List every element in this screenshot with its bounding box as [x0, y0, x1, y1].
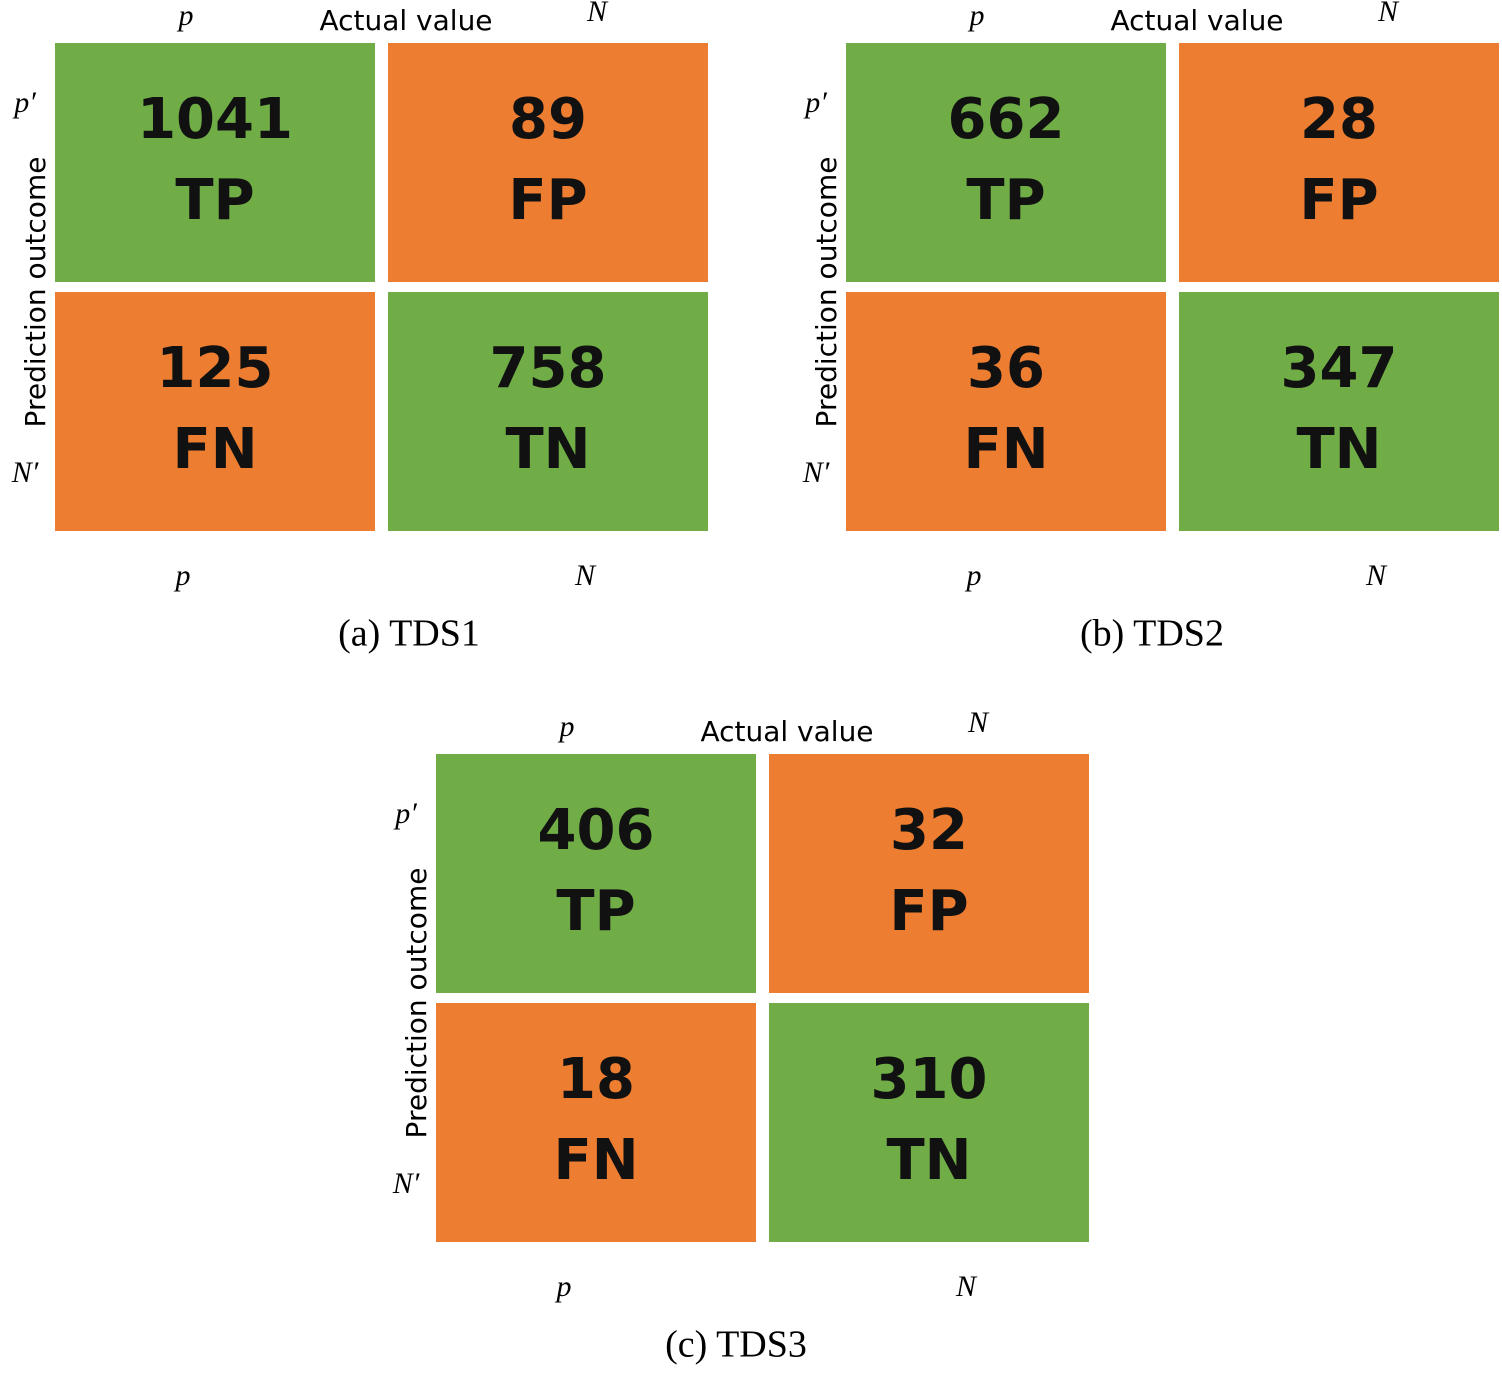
cell-label: FP: [889, 879, 968, 944]
predicted-class-label: p′: [12, 86, 36, 119]
matrix-cell: [388, 43, 708, 282]
actual-class-label: p: [177, 0, 194, 32]
cell-label: TP: [966, 168, 1045, 233]
predicted-class-label: N′: [802, 456, 830, 489]
matrix-cell: [436, 754, 756, 993]
panel-caption: (c) TDS3: [665, 1324, 807, 1366]
predicted-class-label: p′: [803, 86, 827, 119]
actual-class-label: N: [574, 559, 597, 592]
actual-axis-title: Actual value: [1110, 4, 1283, 37]
panel-caption: (a) TDS1: [338, 613, 480, 655]
confusion-matrix: p N Actual value p′ N′ Prediction outcome 1041…: [11, 0, 708, 592]
cell-label: FN: [172, 417, 257, 482]
matrix-cell: [1179, 43, 1499, 282]
matrix-cell: [846, 43, 1166, 282]
actual-class-label: N: [967, 706, 990, 739]
actual-class-label: N: [586, 0, 609, 28]
cell-label: TN: [1296, 417, 1381, 482]
confusion-matrix: p N Actual value p′ N′ Prediction outcome 662 T…: [802, 0, 1499, 592]
cell-count: 18: [557, 1047, 635, 1112]
cell-count: 89: [509, 87, 587, 152]
cell-count: 310: [871, 1047, 988, 1112]
cell-label: TN: [886, 1128, 971, 1193]
predicted-class-label: N′: [392, 1167, 420, 1200]
cell-label: FP: [1299, 168, 1378, 233]
actual-class-label: N: [1377, 0, 1400, 28]
predicted-class-label: p′: [393, 797, 417, 830]
matrix-cell: [769, 754, 1089, 993]
cell-count: 347: [1281, 336, 1398, 401]
cell-label: TN: [505, 417, 590, 482]
cell-label: FP: [508, 168, 587, 233]
prediction-axis-title: Prediction outcome: [810, 157, 843, 428]
matrix-cell: [1179, 292, 1499, 531]
cell-label: TP: [556, 879, 635, 944]
cell-count: 28: [1300, 87, 1378, 152]
matrix-cell: [55, 43, 375, 282]
actual-axis-title: Actual value: [700, 715, 873, 748]
cell-label: FN: [963, 417, 1048, 482]
matrix-cell: [846, 292, 1166, 531]
prediction-axis-title: Prediction outcome: [400, 868, 433, 1139]
cell-count: 758: [490, 336, 607, 401]
actual-class-label: p: [558, 710, 575, 743]
cell-count: 36: [967, 336, 1045, 401]
cell-count: 1041: [137, 87, 293, 152]
actual-axis-title: Actual value: [319, 4, 492, 37]
actual-class-label: N: [1365, 559, 1388, 592]
matrix-cell: [769, 1003, 1089, 1242]
prediction-axis-title: Prediction outcome: [19, 157, 52, 428]
cell-count: 125: [157, 336, 274, 401]
cell-count: 662: [948, 87, 1065, 152]
actual-class-label: N: [955, 1270, 978, 1303]
matrix-cell: [55, 292, 375, 531]
panel-caption: (b) TDS2: [1080, 613, 1224, 655]
cell-count: 406: [538, 798, 655, 863]
actual-class-label: p: [174, 559, 191, 592]
cell-label: FN: [553, 1128, 638, 1193]
actual-class-label: p: [555, 1270, 572, 1303]
cell-label: TP: [175, 168, 254, 233]
confusion-matrix: p N Actual value p′ N′ Prediction outcome 406 T…: [392, 706, 1089, 1303]
actual-class-label: p: [968, 0, 985, 32]
cell-count: 32: [890, 798, 968, 863]
predicted-class-label: N′: [11, 456, 39, 489]
matrix-cell: [388, 292, 708, 531]
actual-class-label: p: [965, 559, 982, 592]
matrix-cell: [436, 1003, 756, 1242]
